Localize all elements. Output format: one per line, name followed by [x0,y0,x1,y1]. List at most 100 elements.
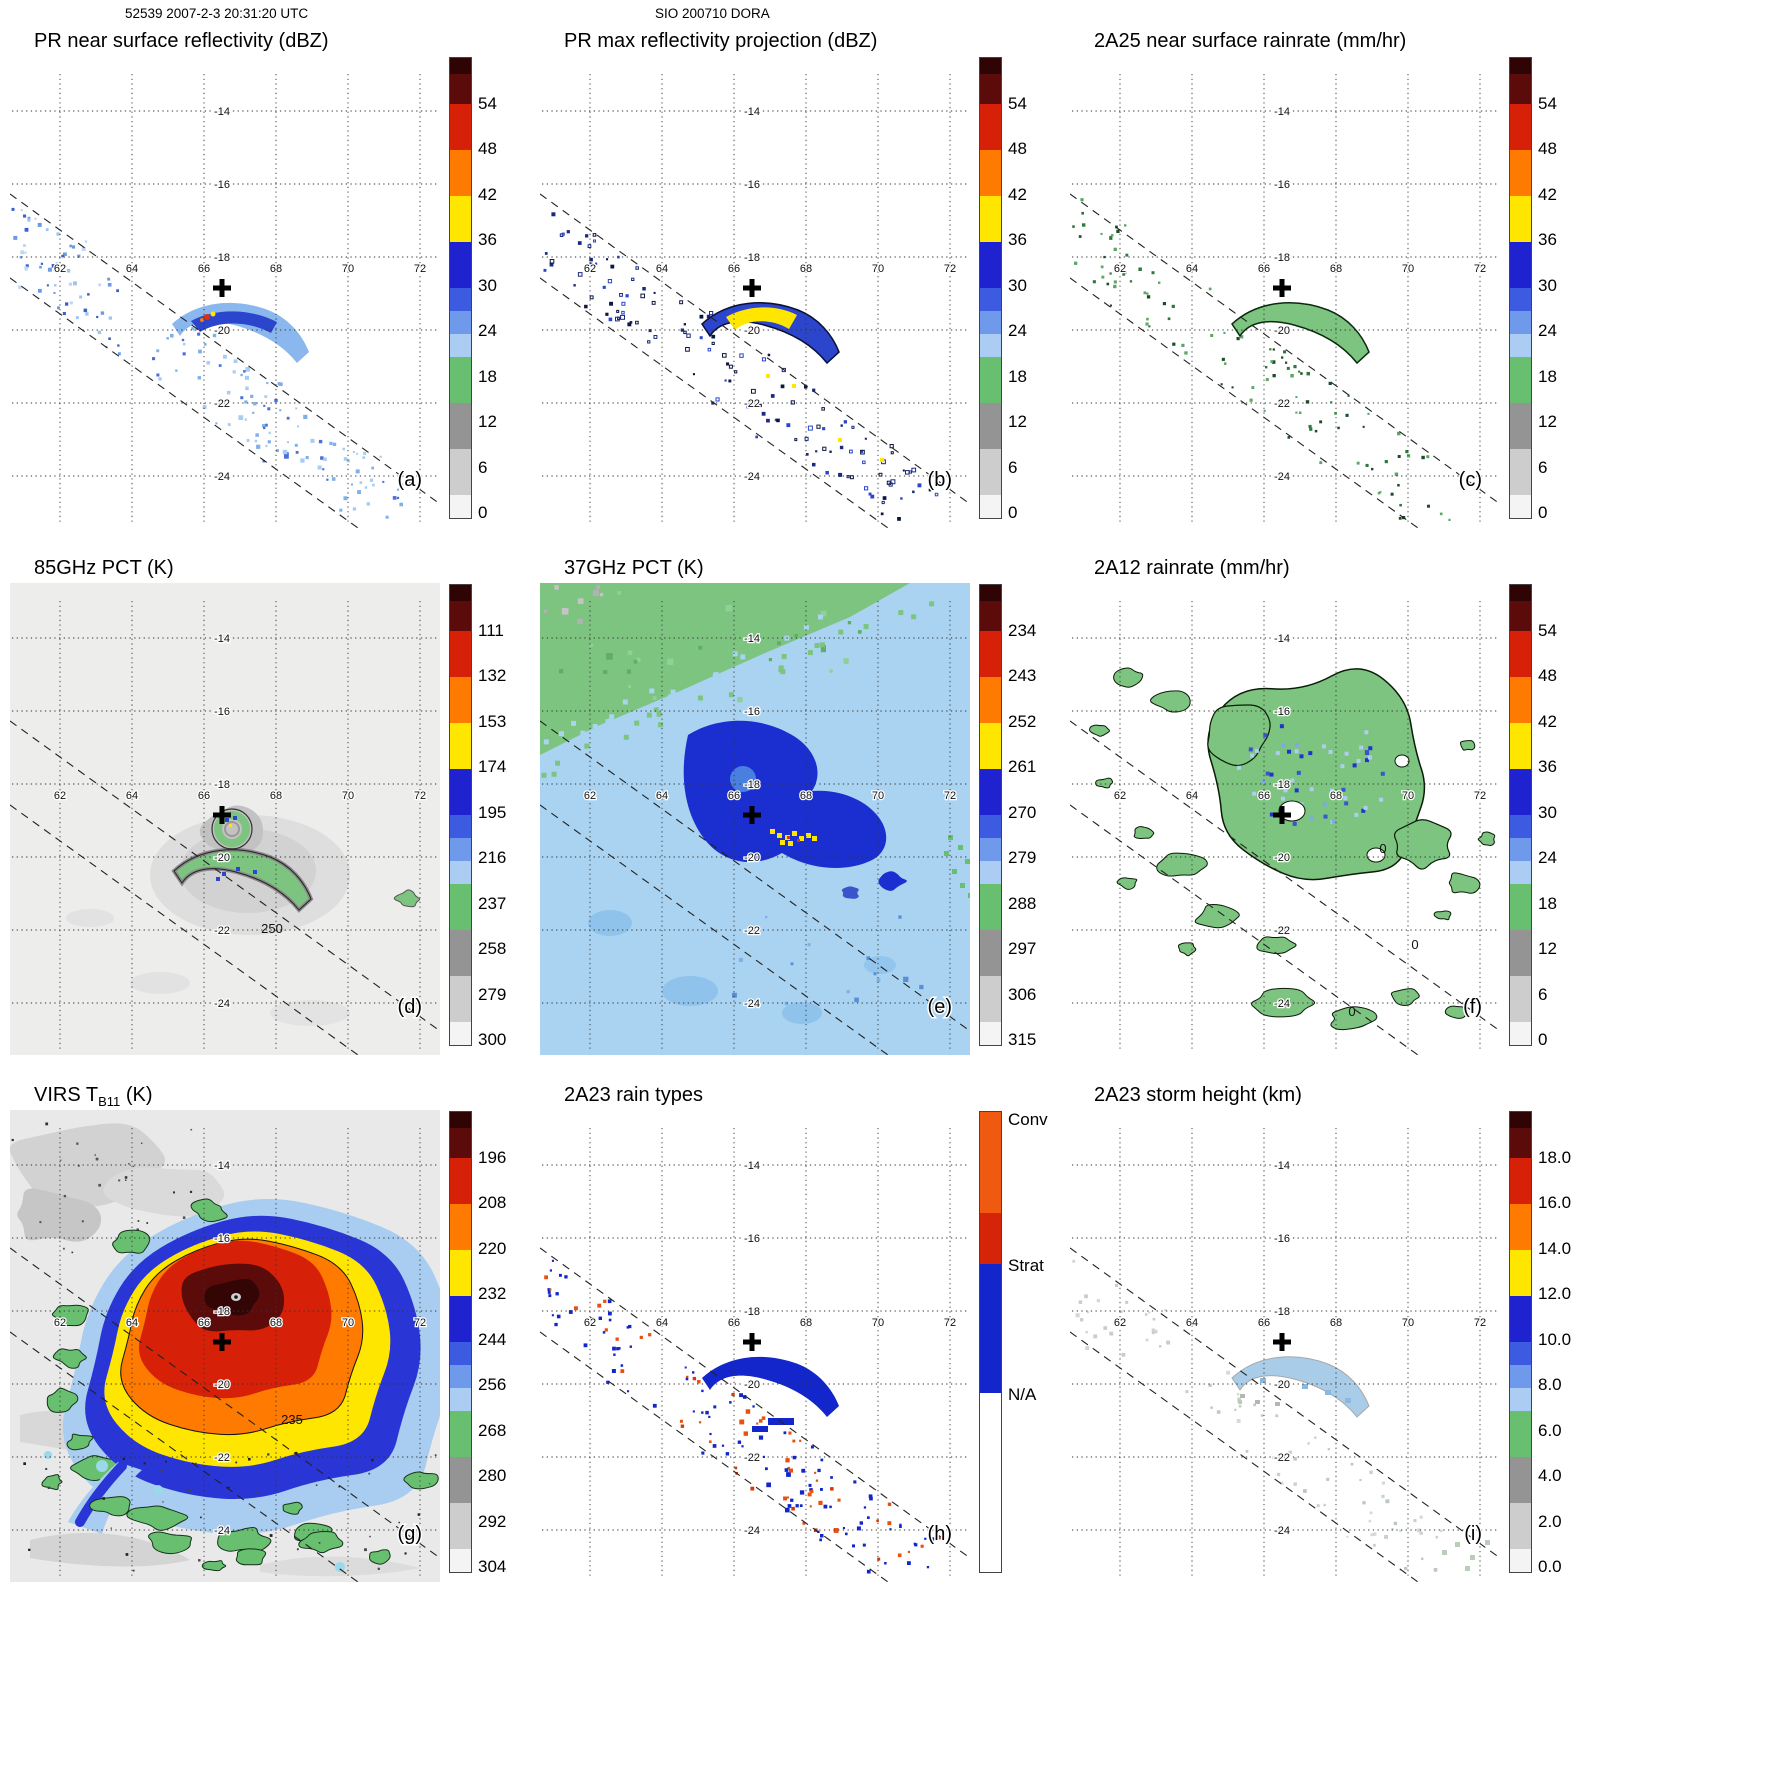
map-grid-label: -18 [214,1306,230,1318]
panel-letter-g: (g) [398,1523,422,1545]
colorbar-segment [980,74,1001,104]
colorbar-tick: 30 [478,275,497,295]
colorbar-segment [1510,356,1531,403]
colorbar-segment [1510,1456,1531,1503]
colorbar-segment [1510,601,1531,631]
panel-h: 2A23 rain types 62 64 66 68 70 72 -14 -16 -18 -20… [530,1080,1060,1607]
colorbar-tick: 18.0 [1538,1148,1572,1167]
colorbar-tick: 42 [478,184,497,204]
colorbar-segment [450,860,471,884]
map-grid-label: 68 [270,263,282,275]
map-grid-label: 66 [198,1317,210,1329]
map-grid-label: 62 [54,263,66,275]
colorbar-segment [1510,929,1531,976]
map-a: 62 64 66 68 70 72 -14 -16 -18 -20 -22 -24 (a) [10,74,440,528]
colorbar-segment [450,1341,471,1365]
colorbar-segment [980,402,1001,449]
raintype-label: Conv [1008,1110,1048,1129]
colorbar-tick: 288 [1008,893,1037,913]
map-grid-label: -22 [744,1452,760,1464]
colorbar-segment [450,58,471,75]
colorbar-segment [980,241,1001,288]
map-grid-label: 68 [270,1317,282,1329]
panel-title-g: VIRS TB11 (K) [10,1080,530,1110]
map-grid-label: -22 [1274,1452,1290,1464]
map-grid-label: -14 [744,633,760,645]
colorbar-tick: 232 [478,1284,507,1304]
map-grid-label: 72 [414,790,426,802]
colorbar-segment [450,195,471,242]
colorbar-b: 54 48 42 36 30 24 18 12 6 0 [979,56,1066,528]
colorbar-segment [450,241,471,288]
colorbar-segment [980,929,1001,976]
colorbar-tick: 6 [1008,457,1018,477]
map-grid-label: 64 [126,1317,138,1329]
colorbar-segment [1510,402,1531,449]
colorbar-segment [450,74,471,104]
colorbar-gradient [979,584,1002,1046]
colorbar-segment [450,814,471,838]
colorbar-ticks: 54 48 42 36 30 24 18 12 6 0 [478,58,536,522]
colorbar-segment [980,630,1001,677]
colorbar-tick: 234 [1008,621,1037,640]
map-grid-label: 70 [872,790,884,802]
map-grid-label: 70 [1402,1317,1414,1329]
map-grid-label: -16 [744,179,760,191]
colorbar-tick: 0 [1538,503,1548,523]
colorbar-tick: 36 [1008,230,1027,250]
panel-title-f: 2A12 rainrate (mm/hr) [1094,557,1290,579]
colorbar-segment [1510,1112,1531,1129]
colorbar-d: 111 132 153 174 195 216 237 258 279 300 [449,583,536,1055]
map-layer-f: 0 0 0 62 64 66 68 70 72 -14 -16 -18 -20 -22 -24 [1070,601,1500,1055]
map-grid-label: -20 [744,1379,760,1391]
colorbar-tick: 36 [478,230,497,250]
map-layer-c: 62 64 66 68 70 72 -14 -16 -18 -20 -22 -24 [1070,74,1500,528]
map-c: 62 64 66 68 70 72 -14 -16 -18 -20 -22 -24 (c) [1070,74,1500,528]
map-grid-label: 64 [126,790,138,802]
colorbar-gradient [449,584,472,1046]
colorbar-tick: 16.0 [1538,1193,1572,1213]
colorbar-tick: 24 [478,321,497,341]
colorbar-tick: 48 [1538,666,1557,686]
colorbar-segment [450,333,471,357]
colorbar-segment [1510,1021,1531,1045]
panel-letter-d: (d) [398,996,422,1018]
colorbar-tick: 220 [478,1238,507,1258]
map-grid-label: -18 [1274,252,1290,264]
map-grid-label: -22 [214,925,230,937]
map-grid-label: -18 [1274,779,1290,791]
colorbar-segment [450,676,471,723]
colorbar-segment [980,1112,1001,1214]
panel-letter-h: (h) [928,1523,952,1545]
colorbar-gradient [449,1111,472,1573]
colorbar-tick: 42 [1538,184,1557,204]
colorbar-e: 234 243 252 261 270 279 288 297 306 315 [979,583,1066,1055]
colorbar-segment [450,103,471,150]
panel-title-c: 2A25 near surface rainrate (mm/hr) [1094,30,1407,52]
map-grid-label: 68 [800,790,812,802]
map-grid-label: 62 [584,790,596,802]
map-grid-label: -16 [214,1233,230,1245]
colorbar-tick: 14.0 [1538,1238,1572,1258]
map-grid-label: -14 [744,1160,760,1172]
panel-letter-a: (a) [398,469,422,491]
colorbar-segment [1510,1295,1531,1342]
colorbar-gradient [1509,584,1532,1046]
colorbar-segment [450,310,471,334]
colorbar-segment [450,837,471,861]
colorbar-segment [1510,1548,1531,1572]
map-grid-label: 64 [656,263,668,275]
colorbar-segment [980,333,1001,357]
map-grid-label: -16 [214,179,230,191]
map-grid-label: 72 [414,263,426,275]
colorbar-segment [1510,630,1531,677]
colorbar-segment [450,1364,471,1388]
map-grid-label: -22 [744,925,760,937]
colorbar-segment [1510,1341,1531,1365]
colorbar-segment [980,585,1001,602]
colorbar-tick: 244 [478,1329,507,1349]
colorbar-segment [980,601,1001,631]
map-grid-label: -24 [744,471,760,483]
map-grid-label: 66 [1258,1317,1270,1329]
colorbar-segment [450,1128,471,1158]
